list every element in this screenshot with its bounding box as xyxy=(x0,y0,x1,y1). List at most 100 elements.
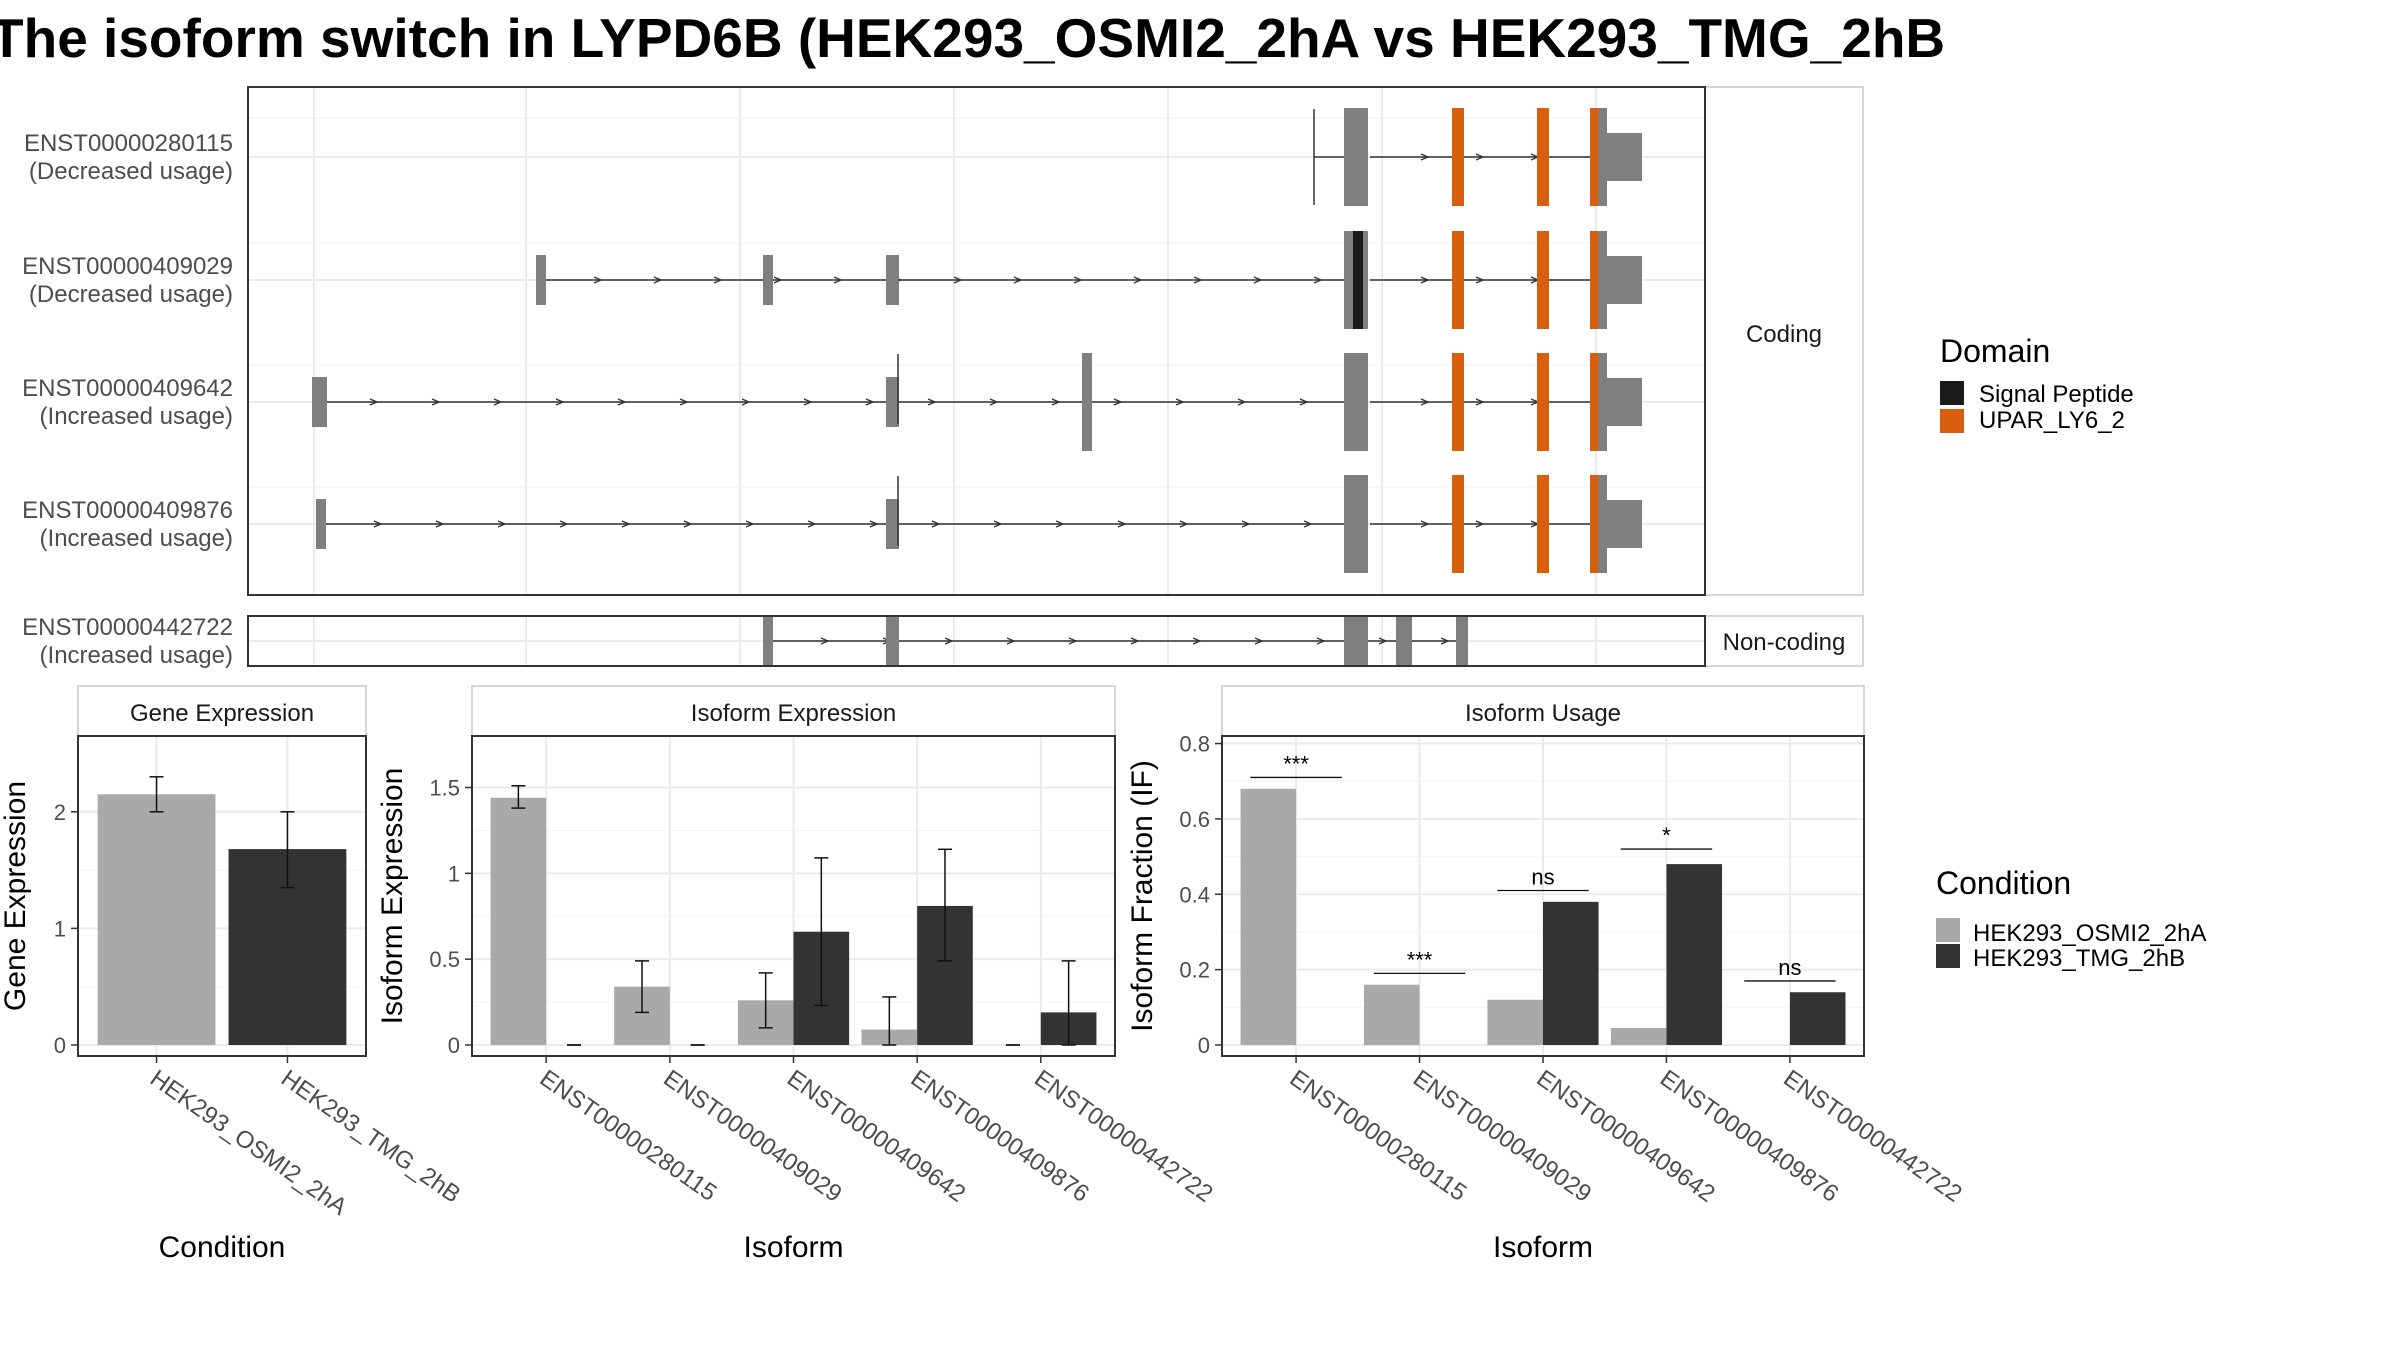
intron-arrow xyxy=(713,276,723,284)
intron-arrow xyxy=(1420,153,1430,161)
bar xyxy=(490,797,547,1045)
intron-arrow xyxy=(869,520,879,528)
coding-strip xyxy=(1704,86,1864,596)
intron-arrow xyxy=(1299,398,1309,406)
signal-peptide-domain xyxy=(1353,231,1363,329)
intron-arrow xyxy=(931,520,941,528)
intron-arrow xyxy=(1179,520,1189,528)
panel-strip xyxy=(471,685,1116,737)
exon xyxy=(886,255,899,305)
coding-strip-label: Coding xyxy=(1746,321,1822,348)
panel-title: Isoform Expression xyxy=(691,700,896,727)
intron-arrow xyxy=(431,398,441,406)
upar-domain-exon xyxy=(1452,475,1464,573)
transcript-usage-label: (Decreased usage) xyxy=(29,281,233,308)
domain-legend-label: UPAR_LY6_2 xyxy=(1979,407,2125,434)
intron-arrow xyxy=(1303,520,1313,528)
panel-border xyxy=(1221,735,1865,1057)
intron-arrow xyxy=(621,520,631,528)
bar xyxy=(1666,864,1723,1045)
upar-domain-exon xyxy=(1452,108,1464,206)
upar-domain-exon xyxy=(1452,231,1464,329)
transcript-id-label: ENST00000409029 xyxy=(22,253,233,280)
y-tick-label: 1 xyxy=(54,916,66,941)
intron-arrow xyxy=(1313,276,1323,284)
intron-arrow xyxy=(559,520,569,528)
intron-arrow xyxy=(1475,153,1485,161)
noncoding-panel-border xyxy=(247,615,1706,667)
figure-title: The isoform switch in LYPD6B (HEK293_OSM… xyxy=(0,7,1946,69)
significance-label: *** xyxy=(1283,751,1309,776)
utr-exon xyxy=(1606,378,1642,426)
intron-arrow xyxy=(993,520,1003,528)
exon xyxy=(886,499,899,549)
bar xyxy=(1610,1028,1667,1045)
intron-arrow xyxy=(369,398,379,406)
upar-domain-exon xyxy=(1537,353,1549,451)
intron-arrow xyxy=(1475,398,1485,406)
intron-arrow xyxy=(807,520,817,528)
bar xyxy=(97,794,216,1045)
intron-arrow xyxy=(1475,276,1485,284)
y-axis-title: Gene Expression xyxy=(0,781,32,1011)
significance-label: *** xyxy=(1407,947,1433,972)
y-tick-label: 0.2 xyxy=(1179,958,1210,983)
y-tick-label: 1.5 xyxy=(429,776,460,801)
upar-domain-exon xyxy=(1537,231,1549,329)
y-tick-label: 0.8 xyxy=(1179,732,1210,757)
y-tick-label: 2 xyxy=(54,800,66,825)
intron-arrow xyxy=(745,520,755,528)
upar-domain-exon xyxy=(1590,353,1598,451)
intron-arrow xyxy=(1130,637,1140,645)
exon xyxy=(536,255,546,305)
noncoding-strip-label: Non-coding xyxy=(1723,629,1846,656)
exon xyxy=(1082,353,1092,451)
significance-label: ns xyxy=(1778,955,1801,980)
bar xyxy=(1363,984,1420,1045)
intron-arrow xyxy=(1192,637,1202,645)
x-axis-title: Isoform xyxy=(743,1231,843,1264)
upar-domain-exon xyxy=(1590,475,1598,573)
intron-arrow xyxy=(1378,637,1388,645)
intron-arrow xyxy=(1073,276,1083,284)
intron-arrow xyxy=(1117,520,1127,528)
intron-arrow xyxy=(944,637,954,645)
upar-domain-exon xyxy=(1452,353,1464,451)
intron-arrow xyxy=(1420,276,1430,284)
upar-domain-exon xyxy=(1590,108,1598,206)
intron-arrow xyxy=(1006,637,1016,645)
domain-legend-label: Signal Peptide xyxy=(1979,381,2134,408)
y-axis-title: Isoform Expression xyxy=(376,768,409,1025)
exon xyxy=(316,499,326,549)
intron-arrow xyxy=(1175,398,1185,406)
condition-legend-label: HEK293_OSMI2_2hA xyxy=(1973,920,2206,947)
panel-strip xyxy=(1221,685,1865,737)
intron-arrow xyxy=(953,276,963,284)
exon xyxy=(886,616,899,666)
intron-arrow xyxy=(1237,398,1247,406)
y-tick-label: 0.6 xyxy=(1179,807,1210,832)
intron-arrow xyxy=(373,520,383,528)
intron-arrow xyxy=(927,398,937,406)
exon xyxy=(1344,108,1368,206)
transcript-id-label: ENST00000442722 xyxy=(22,614,233,641)
transcript-usage-label: (Increased usage) xyxy=(40,525,233,552)
y-tick-label: 0.4 xyxy=(1179,882,1210,907)
intron-arrow xyxy=(1420,398,1430,406)
significance-label: ns xyxy=(1531,865,1554,890)
intron-arrow xyxy=(555,398,565,406)
panel-border xyxy=(471,735,1116,1057)
intron-arrow xyxy=(1051,398,1061,406)
intron-arrow xyxy=(803,398,813,406)
intron-arrow xyxy=(1241,520,1251,528)
intron-arrow xyxy=(1133,276,1143,284)
domain-legend-title: Domain xyxy=(1940,333,2050,369)
condition-legend-title: Condition xyxy=(1936,865,2071,901)
panel-title: Isoform Usage xyxy=(1465,700,1621,727)
y-axis-title: Isoform Fraction (IF) xyxy=(1126,760,1159,1032)
transcript-usage-label: (Increased usage) xyxy=(40,403,233,430)
panel-border xyxy=(77,735,367,1057)
intron-arrow xyxy=(653,276,663,284)
panel-title: Gene Expression xyxy=(130,700,314,727)
